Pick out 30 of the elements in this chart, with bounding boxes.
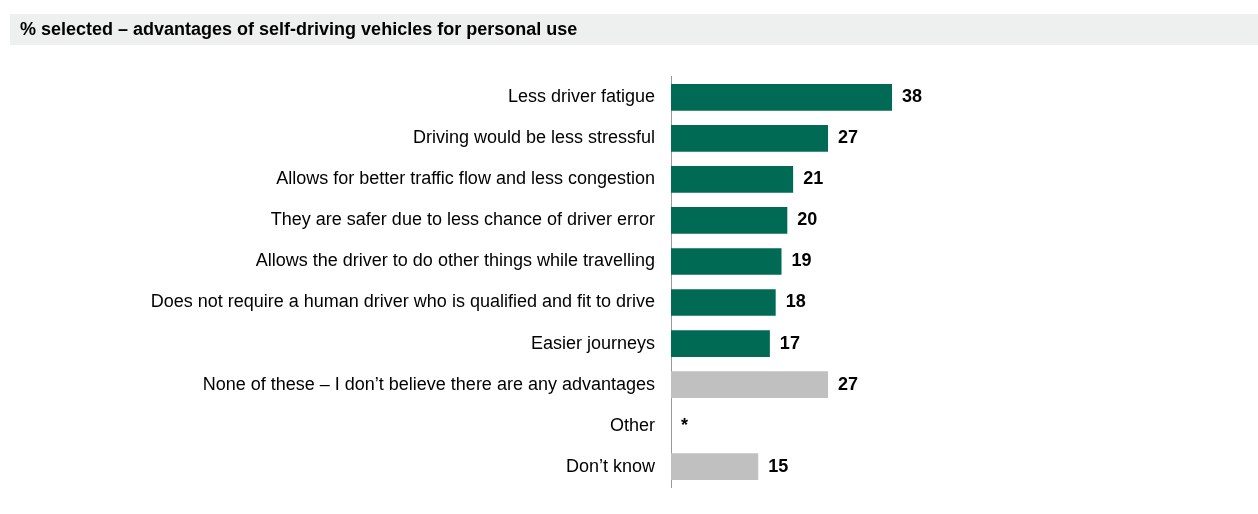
y-tick-label: None of these – I don’t believe there are any advantages [202,373,655,394]
y-tick-label: Does not require a human driver who is qualified and fit to drive [150,291,655,312]
y-tick-label: Less driver fatigue [507,86,655,107]
bar [671,125,829,152]
bar [671,289,776,316]
data-label: 27 [838,373,859,394]
y-tick-label: Easier journeys [530,332,655,353]
bar [671,207,788,234]
data-label: 38 [902,86,923,107]
bar [671,453,759,481]
data-label: * [681,414,689,435]
bar [671,330,770,357]
data-label: 18 [785,291,806,312]
y-tick-label: Other [609,414,655,435]
bar [671,166,794,193]
data-label: 27 [838,127,859,148]
bar [671,371,829,398]
data-label: 15 [768,455,789,476]
bar [671,83,892,111]
data-label: 21 [803,168,824,189]
y-tick-label: Driving would be less stressful [412,127,655,148]
y-tick-label: They are safer due to less chance of driver error [270,209,655,230]
y-tick-label: Allows the driver to do other things while travelling [255,250,655,271]
y-tick-label: Don’t know [565,455,656,476]
bar [671,248,782,275]
text: % selected – advantages of self-driving vehicles for personal use [10,14,1258,45]
y-tick-label: Allows for better traffic flow and less congestion [276,168,655,189]
data-label: 19 [791,250,812,271]
data-label: 20 [797,209,818,230]
data-label: 17 [779,332,800,353]
